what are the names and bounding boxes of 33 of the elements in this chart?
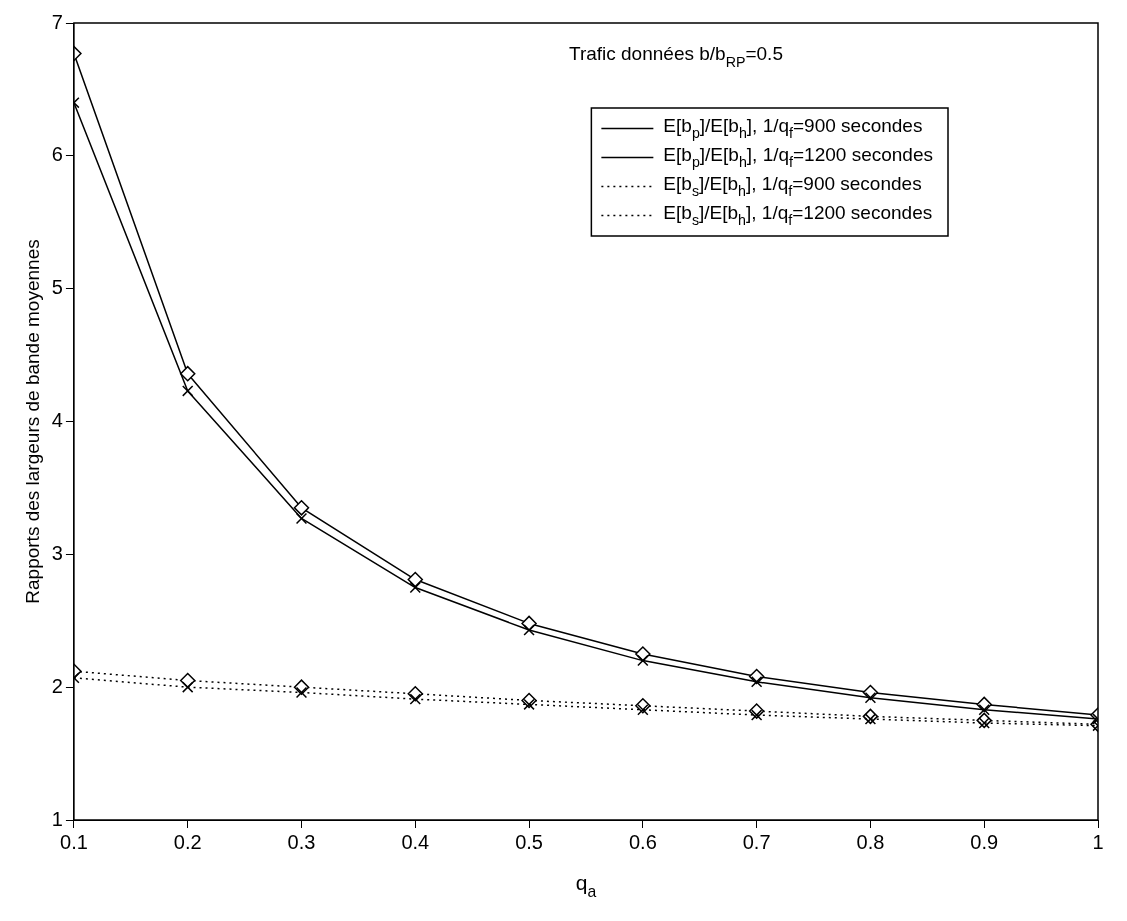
x-tick-label: 0.8 <box>856 830 885 853</box>
point <box>409 581 421 594</box>
x-tick-label: 0.1 <box>60 830 88 853</box>
point <box>295 512 308 525</box>
y-tick-label: 1 <box>51 807 63 830</box>
y-tick-label: 2 <box>51 674 63 697</box>
point <box>864 692 877 704</box>
point <box>750 709 763 721</box>
y-tick-label: 5 <box>51 276 63 299</box>
point <box>182 681 194 693</box>
x-tick-label: 0.2 <box>173 830 202 853</box>
point <box>637 654 649 667</box>
point <box>523 624 535 636</box>
point <box>182 385 194 397</box>
x-tick-label: 0.3 <box>287 830 316 853</box>
point <box>407 571 424 588</box>
y-tick-label: 3 <box>51 541 63 564</box>
x-tick-label: 1 <box>1092 830 1104 853</box>
x-tick-label: 0.9 <box>970 830 999 853</box>
point <box>864 713 877 725</box>
point <box>750 676 763 688</box>
x-tick-label: 0.4 <box>401 830 430 853</box>
y-tick-label: 7 <box>51 10 63 33</box>
y-tick-label: 4 <box>51 409 63 432</box>
point <box>179 365 196 382</box>
point <box>295 686 308 699</box>
y-tick-label: 6 <box>51 143 63 166</box>
x-tick-label: 0.5 <box>515 830 543 853</box>
point <box>523 698 535 711</box>
point <box>293 500 310 516</box>
x-tick-label: 0.7 <box>742 830 771 853</box>
y-axis-title: Rapports des largeurs de bande moyennes <box>21 239 43 604</box>
x-tick-label: 0.6 <box>628 830 657 853</box>
